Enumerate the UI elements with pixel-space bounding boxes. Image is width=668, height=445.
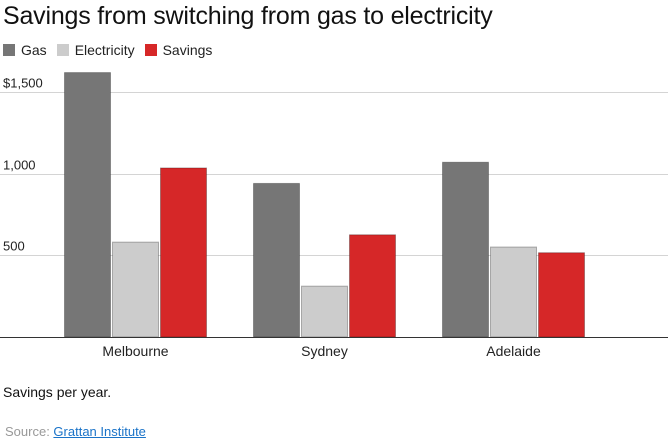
legend-label-savings: Savings (162, 42, 213, 58)
source-prefix: Source: (5, 424, 54, 439)
bar-chart: 500 1,000 $1,500 Melbourne Sydney Adelaide (0, 72, 668, 359)
bar-adelaide-gas (442, 161, 489, 338)
legend-item-electricity: Electricity (56, 42, 135, 58)
legend-swatch-savings (144, 44, 157, 56)
legend-swatch-electricity (56, 44, 69, 56)
source-link[interactable]: Grattan Institute (53, 424, 146, 439)
y-tick-label: 500 (3, 239, 25, 254)
bar-melbourne-gas (64, 72, 111, 338)
bar-melbourne-savings (160, 167, 207, 338)
y-tick-label: $1,500 (3, 76, 43, 91)
legend-swatch-gas (3, 44, 15, 56)
bar-melbourne-electricity (112, 241, 159, 338)
chart-title: Savings from switching from gas to elect… (3, 2, 493, 30)
bar-adelaide-savings (538, 252, 585, 338)
x-tick-label: Adelaide (486, 343, 541, 359)
bar-sydney-electricity (301, 285, 348, 338)
bar-sydney-savings (349, 234, 396, 338)
legend-label-gas: Gas (21, 42, 47, 58)
chart-legend: Gas Electricity Savings (3, 41, 222, 59)
legend-label-electricity: Electricity (74, 42, 135, 58)
legend-item-savings: Savings (144, 42, 213, 58)
bar-adelaide-electricity (490, 246, 537, 338)
x-tick-label: Sydney (301, 343, 348, 359)
x-tick-label: Melbourne (102, 343, 168, 359)
legend-item-gas: Gas (3, 42, 47, 58)
source-line: Source: Grattan Institute (5, 424, 146, 439)
bar-sydney-gas (253, 182, 300, 338)
y-tick-label: 1,000 (3, 158, 36, 173)
chart-note: Savings per year. (3, 384, 112, 400)
